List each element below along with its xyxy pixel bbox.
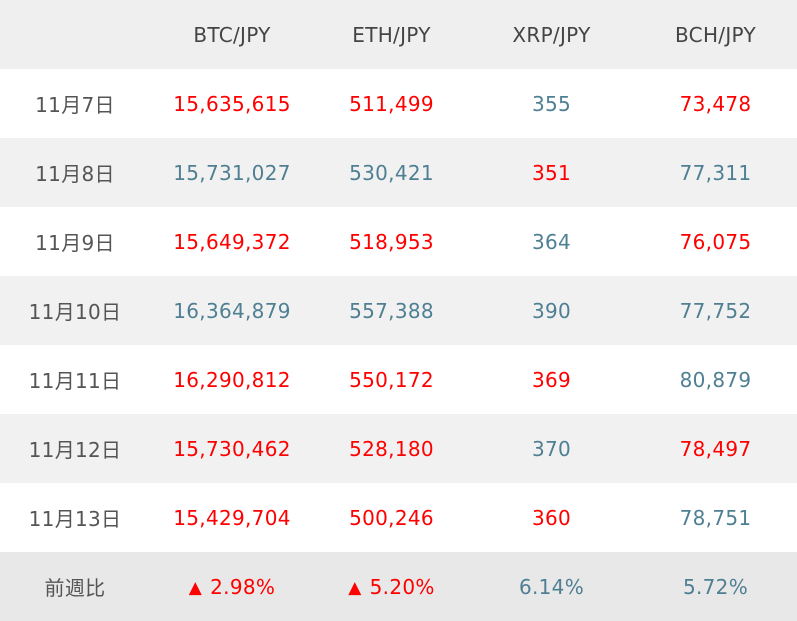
eth-price-cell: 500,246 <box>314 483 469 552</box>
date-cell: 11月12日 <box>0 414 150 483</box>
bch-price-cell: 78,497 <box>634 414 797 483</box>
xrp-price-cell: 369 <box>469 345 634 414</box>
btc-price-cell: 16,290,812 <box>150 345 314 414</box>
bch-price-cell: 78,751 <box>634 483 797 552</box>
xrp-price-cell: 360 <box>469 483 634 552</box>
eth-price-cell: 557,388 <box>314 276 469 345</box>
date-cell: 11月8日 <box>0 138 150 207</box>
bch-price-cell: 73,478 <box>634 69 797 138</box>
eth-price-cell: 550,172 <box>314 345 469 414</box>
up-triangle-icon: ▲ <box>188 577 203 598</box>
xrp-price-cell: 390 <box>469 276 634 345</box>
btc-price-cell: 15,649,372 <box>150 207 314 276</box>
bch-price-cell: 77,311 <box>634 138 797 207</box>
bch-price-cell: 77,752 <box>634 276 797 345</box>
eth-price-cell: 518,953 <box>314 207 469 276</box>
weekly-change-row: 前週比 ▲ 2.98% ▲ 5.20% 6.14% 5.72% <box>0 552 797 621</box>
btc-price-cell: 16,364,879 <box>150 276 314 345</box>
btc-price-cell: 15,730,462 <box>150 414 314 483</box>
table-row: 11月13日 15,429,704 500,246 360 78,751 <box>0 483 797 552</box>
weekly-change-label: 前週比 <box>0 552 150 621</box>
eth-price-cell: 511,499 <box>314 69 469 138</box>
bch-price-cell: 80,879 <box>634 345 797 414</box>
xrp-price-cell: 355 <box>469 69 634 138</box>
btc-price-cell: 15,731,027 <box>150 138 314 207</box>
header-date-column <box>0 0 150 69</box>
table-row: 11月8日 15,731,027 530,421 351 77,311 <box>0 138 797 207</box>
header-bch-jpy: BCH/JPY <box>634 0 797 69</box>
table-row: 11月10日 16,364,879 557,388 390 77,752 <box>0 276 797 345</box>
xrp-price-cell: 370 <box>469 414 634 483</box>
table-row: 11月12日 15,730,462 528,180 370 78,497 <box>0 414 797 483</box>
date-cell: 11月11日 <box>0 345 150 414</box>
eth-price-cell: 528,180 <box>314 414 469 483</box>
weekly-change-value: 5.72% <box>682 574 749 599</box>
eth-weekly-change-cell: ▲ 5.20% <box>314 552 469 621</box>
xrp-price-cell: 364 <box>469 207 634 276</box>
table-row: 11月9日 15,649,372 518,953 364 76,075 <box>0 207 797 276</box>
bch-price-cell: 76,075 <box>634 207 797 276</box>
up-triangle-icon: ▲ <box>348 577 362 598</box>
table-row: 11月7日 15,635,615 511,499 355 73,478 <box>0 69 797 138</box>
table-body: 11月7日 15,635,615 511,499 355 73,478 11月8日 15,7… <box>0 69 797 621</box>
table-header-row: BTC/JPY ETH/JPY XRP/JPY BCH/JPY <box>0 0 797 69</box>
header-eth-jpy: ETH/JPY <box>314 0 469 69</box>
eth-price-cell: 530,421 <box>314 138 469 207</box>
xrp-weekly-change-cell: 6.14% <box>469 552 634 621</box>
xrp-price-cell: 351 <box>469 138 634 207</box>
bch-weekly-change-cell: 5.72% <box>634 552 797 621</box>
weekly-change-value: 2.98% <box>210 574 276 599</box>
date-cell: 11月13日 <box>0 483 150 552</box>
btc-price-cell: 15,635,615 <box>150 69 314 138</box>
date-cell: 11月10日 <box>0 276 150 345</box>
btc-weekly-change-cell: ▲ 2.98% <box>150 552 314 621</box>
header-xrp-jpy: XRP/JPY <box>469 0 634 69</box>
weekly-change-value: 6.14% <box>518 574 585 599</box>
table-row: 11月11日 16,290,812 550,172 369 80,879 <box>0 345 797 414</box>
header-btc-jpy: BTC/JPY <box>150 0 314 69</box>
date-cell: 11月7日 <box>0 69 150 138</box>
date-cell: 11月9日 <box>0 207 150 276</box>
btc-price-cell: 15,429,704 <box>150 483 314 552</box>
weekly-change-value: 5.20% <box>369 574 435 599</box>
